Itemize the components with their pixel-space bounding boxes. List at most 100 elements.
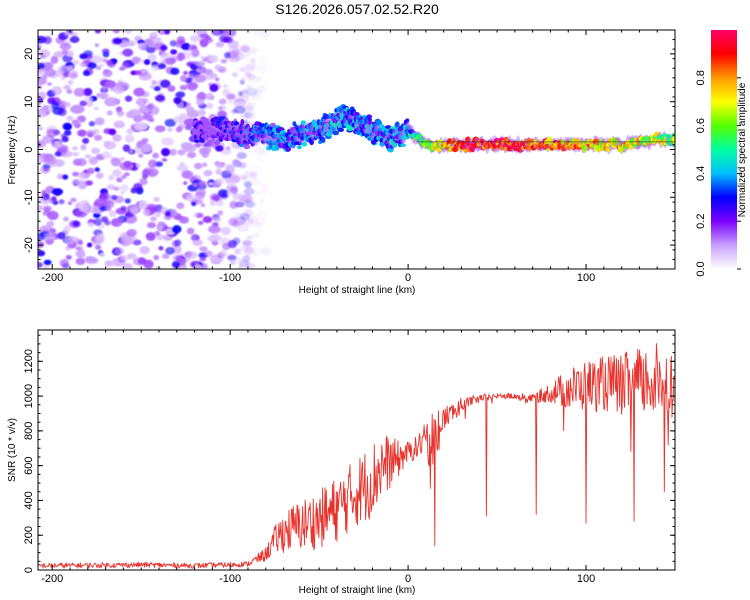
heatmap-cell [239,213,250,220]
heatmap-cell [462,145,468,149]
heatmap-cell [55,140,63,148]
heatmap-cell [72,151,80,157]
heatmap-cell [120,190,125,195]
colorbar-tick-label: 0.8 [695,70,707,85]
heatmap-cell [202,247,208,253]
heatmap-cell [238,264,243,269]
x-tick-label: -100 [219,573,241,585]
heatmap-cell [102,151,112,159]
spectrogram-y-axis-label: Frequency (Hz) [7,116,18,185]
heatmap-cell [61,76,66,81]
heatmap-cell [137,42,147,50]
heatmap-cell [194,235,200,241]
heatmap-cell [241,95,249,103]
heatmap-cell [132,239,142,246]
heatmap-cell [94,167,100,172]
colorbar: 0.0 0.2 0.4 0.6 0.8 Normalized spectral ampl… [695,30,748,277]
y-tick-label: -20 [23,237,35,253]
heatmap-cell [62,216,69,222]
heatmap-cell [212,216,222,223]
heatmap-cell [62,174,69,180]
heatmap-cell [120,236,134,245]
heatmap-cell [546,147,551,152]
heatmap-cell [51,196,57,202]
heatmap-cell [153,196,160,203]
heatmap-cell [75,246,82,251]
heatmap-cell [186,251,198,259]
heatmap-cell [220,226,231,236]
heatmap-cell [379,142,385,147]
heatmap-cell [125,134,135,143]
heatmap-cell [199,38,209,48]
heatmap-cell [198,181,206,187]
heatmap-cell [147,53,157,61]
heatmap-cell [605,147,612,152]
heatmap-cell [207,139,213,146]
colorbar-tick-label: 0.2 [695,214,707,229]
heatmap-cell [214,64,222,71]
heatmap-cell [205,35,211,41]
heatmap-cell [200,55,205,60]
heatmap-cell [95,65,101,71]
heatmap-cell [150,216,157,222]
heatmap-cell [157,225,164,231]
heatmap-cell [161,253,170,259]
heatmap-cell [170,49,178,55]
y-tick-label: 0 [23,567,35,573]
heatmap-cell [61,49,68,56]
heatmap-cell [149,32,157,38]
heatmap-cell [256,155,265,162]
heatmap-cell [72,171,80,177]
heatmap-cell [54,151,62,157]
heatmap-cell [154,230,161,236]
heatmap-cell [250,142,255,147]
heatmap-cell [155,161,164,167]
heatmap-cell [237,222,250,232]
heatmap-cell [210,234,222,242]
heatmap-cell [67,201,73,206]
colorbar-ticks: 0.0 0.2 0.4 0.6 0.8 [695,70,741,277]
heatmap-cell [194,199,204,205]
heatmap-cell [49,228,57,234]
heatmap-cell [176,164,189,172]
heatmap-cell [129,206,139,215]
heatmap-cell [134,70,142,76]
heatmap-cell [215,199,224,207]
heatmap-cell [122,144,131,153]
heatmap-cell [220,59,228,64]
heatmap-cell [296,145,302,150]
snr-x-axis-label: Height of straight line (km) [299,585,416,596]
heatmap-cell [258,198,265,204]
heatmap-cell [169,148,177,156]
heatmap-cell [112,37,123,45]
x-tick-label: 100 [577,272,595,284]
heatmap-cell [77,240,84,246]
heatmap-cell [146,46,156,54]
heatmap-cell [301,141,308,147]
heatmap-cell [208,225,221,234]
heatmap-cell [246,102,255,111]
heatmap-cell [176,202,185,210]
heatmap-cell [120,184,129,192]
heatmap-cell [113,186,120,191]
heatmap-cell [251,232,260,238]
heatmap-cell [87,62,97,69]
heatmap-cell [332,130,340,136]
heatmap-cell [218,98,227,105]
heatmap-cell [257,227,263,233]
heatmap-cell [93,134,103,141]
heatmap-cell [95,172,104,179]
heatmap-cell [60,133,67,139]
heatmap-cell [83,87,93,97]
heatmap-cell [76,158,87,167]
heatmap-cell [147,159,157,169]
heatmap-cell [131,56,141,65]
heatmap-cell [240,45,250,53]
heatmap-cell [162,59,167,64]
heatmap-cell [239,143,244,148]
heatmap-cell [133,183,143,191]
heatmap-cell [79,100,88,107]
heatmap-cell [196,98,205,106]
heatmap-cell [193,182,198,188]
